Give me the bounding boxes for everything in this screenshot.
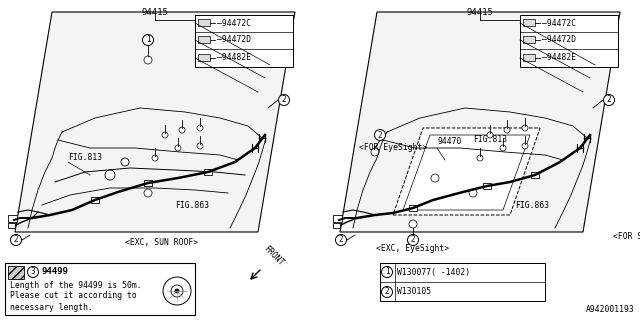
Text: —94472C: —94472C — [542, 19, 576, 28]
Circle shape — [162, 132, 168, 138]
Circle shape — [28, 267, 38, 277]
Text: FIG.863: FIG.863 — [175, 201, 209, 210]
Bar — [198, 54, 210, 61]
Circle shape — [152, 155, 158, 161]
Circle shape — [175, 145, 181, 151]
Circle shape — [374, 130, 385, 140]
Bar — [198, 19, 210, 26]
Circle shape — [163, 277, 191, 305]
Text: FIG.863: FIG.863 — [515, 201, 549, 210]
Text: FRONT: FRONT — [262, 244, 285, 268]
Text: necessary length.: necessary length. — [10, 302, 93, 311]
Bar — [8, 223, 15, 228]
Bar — [195, 15, 293, 67]
Text: 1: 1 — [146, 36, 150, 44]
Bar — [483, 183, 491, 189]
Circle shape — [335, 235, 346, 245]
Circle shape — [604, 94, 614, 106]
Text: FIG.813: FIG.813 — [473, 135, 507, 145]
Text: <FOR SUN ROOF>: <FOR SUN ROOF> — [613, 232, 640, 241]
Text: 94499: 94499 — [41, 268, 68, 276]
Text: 3: 3 — [31, 268, 35, 276]
Text: —94482E: —94482E — [542, 53, 576, 62]
Text: Please cut it according to: Please cut it according to — [10, 292, 137, 300]
Text: W130105: W130105 — [397, 287, 431, 297]
Bar — [8, 215, 17, 222]
Circle shape — [500, 145, 506, 151]
Text: FIG.813: FIG.813 — [68, 154, 102, 163]
Circle shape — [408, 235, 419, 245]
Circle shape — [143, 35, 154, 45]
Polygon shape — [15, 12, 295, 232]
Circle shape — [477, 155, 483, 161]
Bar — [523, 36, 535, 43]
Text: 2: 2 — [282, 95, 286, 105]
Text: W130077( -1402): W130077( -1402) — [397, 268, 470, 276]
Circle shape — [105, 170, 115, 180]
Circle shape — [171, 285, 183, 297]
Text: <EXC, EyeSight>: <EXC, EyeSight> — [376, 244, 449, 253]
Text: 2: 2 — [385, 287, 389, 297]
Polygon shape — [393, 128, 540, 215]
Circle shape — [197, 125, 203, 131]
Bar — [5, 263, 195, 315]
Text: <EXC, SUN ROOF>: <EXC, SUN ROOF> — [125, 238, 198, 247]
Text: 94415: 94415 — [141, 8, 168, 17]
Bar — [380, 263, 545, 301]
Circle shape — [522, 143, 528, 149]
Circle shape — [381, 267, 392, 277]
Text: 2: 2 — [607, 95, 611, 105]
Circle shape — [431, 174, 439, 182]
Bar — [204, 169, 212, 175]
Circle shape — [144, 189, 152, 197]
Text: 2: 2 — [411, 236, 415, 244]
Bar — [198, 36, 210, 43]
Circle shape — [278, 94, 289, 106]
Text: —94472C: —94472C — [217, 19, 251, 28]
Text: 94470: 94470 — [437, 138, 461, 147]
Text: —94472D: —94472D — [542, 36, 576, 44]
Text: 94415: 94415 — [467, 8, 493, 17]
Bar — [8, 266, 24, 279]
Bar — [531, 172, 539, 178]
Text: —94482E: —94482E — [217, 53, 251, 62]
Circle shape — [179, 127, 185, 133]
Circle shape — [469, 189, 477, 197]
Circle shape — [409, 220, 417, 228]
Text: 2: 2 — [339, 236, 343, 244]
Bar — [333, 223, 340, 228]
Circle shape — [522, 125, 528, 131]
Bar — [523, 19, 535, 26]
Circle shape — [381, 286, 392, 298]
Circle shape — [197, 143, 203, 149]
Text: —94472D: —94472D — [217, 36, 251, 44]
Text: <FOR EyeSight>: <FOR EyeSight> — [359, 143, 428, 153]
Circle shape — [121, 158, 129, 166]
Bar — [520, 15, 618, 67]
Circle shape — [371, 148, 379, 156]
Circle shape — [144, 56, 152, 64]
Text: 2: 2 — [378, 131, 382, 140]
Text: A942001193: A942001193 — [586, 305, 635, 314]
Polygon shape — [340, 12, 620, 232]
Bar — [523, 54, 535, 61]
Bar — [144, 180, 152, 186]
Circle shape — [487, 132, 493, 138]
Circle shape — [504, 127, 510, 133]
Circle shape — [10, 235, 22, 245]
Bar — [91, 197, 99, 203]
Bar — [333, 215, 342, 222]
Circle shape — [175, 289, 179, 293]
Text: 2: 2 — [13, 236, 19, 244]
Text: 1: 1 — [385, 268, 389, 276]
Bar — [409, 205, 417, 211]
Text: Length of the 94499 is 50m.: Length of the 94499 is 50m. — [10, 281, 141, 290]
